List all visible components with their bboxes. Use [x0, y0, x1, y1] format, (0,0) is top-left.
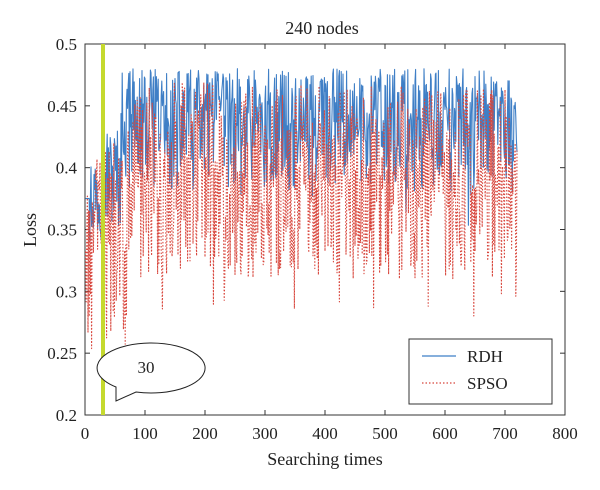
callout-text: 30 [138, 358, 155, 377]
annotation-callout: 30 [96, 342, 206, 402]
y-axis: 0.2 0.25 0.3 0.35 0.4 0.45 0.5 [47, 35, 565, 425]
x-tick-label: 200 [192, 424, 218, 443]
callout-bubble [96, 342, 206, 402]
legend: RDH SPSO [408, 338, 553, 405]
y-tick-label: 0.5 [56, 35, 77, 54]
x-tick-label: 800 [552, 424, 578, 443]
y-tick-label: 0.4 [56, 159, 78, 178]
series-layer [85, 68, 518, 350]
x-tick-label: 700 [492, 424, 518, 443]
x-tick-label: 400 [312, 424, 338, 443]
x-tick-label: 500 [372, 424, 398, 443]
legend-label-rdh: RDH [467, 347, 503, 366]
y-tick-label: 0.45 [47, 97, 77, 116]
x-axis-label: Searching times [267, 449, 382, 469]
y-tick-label: 0.35 [47, 221, 77, 240]
y-tick-label: 0.2 [56, 406, 77, 425]
x-tick-label: 100 [132, 424, 158, 443]
legend-label-spso: SPSO [467, 374, 508, 393]
x-tick-label: 300 [252, 424, 278, 443]
y-tick-label: 0.25 [47, 344, 77, 363]
x-axis: 0 100 200 300 400 500 600 700 800 [81, 44, 578, 443]
legend-box [408, 338, 553, 405]
y-axis-label: Loss [20, 213, 40, 247]
series-line-spso [85, 81, 518, 350]
x-tick-label: 0 [81, 424, 90, 443]
x-tick-label: 600 [432, 424, 458, 443]
y-tick-label: 0.3 [56, 282, 77, 301]
chart-title: 240 nodes [285, 18, 359, 38]
